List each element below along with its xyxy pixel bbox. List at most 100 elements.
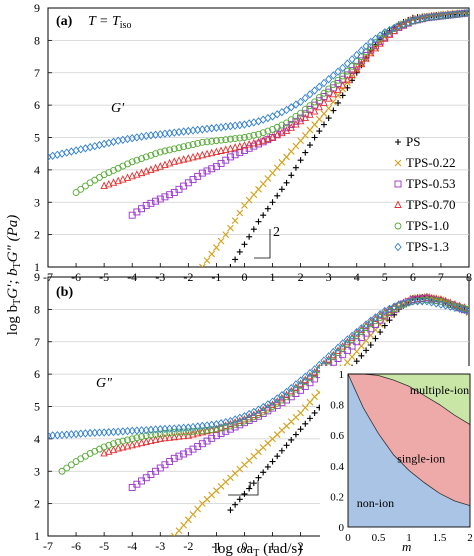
data-point: [147, 199, 155, 207]
data-point: [58, 467, 66, 475]
inset-y-tick-label: 0: [339, 522, 345, 534]
data-point: [367, 37, 375, 47]
data-point: [231, 143, 239, 151]
legend-marker: [394, 222, 402, 230]
data-point: [297, 137, 304, 145]
data-point: [212, 425, 220, 433]
data-point: [292, 383, 300, 391]
inset-x-tick-label: 0.5: [372, 532, 386, 544]
data-point: [226, 422, 234, 430]
data-point: [166, 191, 174, 199]
x-tick-label: -7: [43, 539, 53, 553]
data-point: [315, 102, 324, 111]
data-point: [367, 341, 374, 348]
legend-item-tps-0.22: TPS-0.22: [394, 155, 455, 170]
data-point: [358, 352, 365, 359]
data-point: [287, 383, 295, 393]
inset-region-label: non-ion: [357, 496, 394, 510]
legend-label: PS: [406, 134, 420, 149]
inset-y-tick-label: 0.6: [330, 430, 344, 442]
data-point: [152, 431, 160, 439]
data-point: [343, 75, 352, 84]
data-point: [236, 134, 244, 142]
data-point: [297, 97, 305, 107]
data-point: [292, 142, 300, 150]
data-point: [189, 427, 197, 435]
data-point: [297, 409, 304, 417]
data-point: [119, 443, 127, 451]
legend-marker: [395, 139, 401, 145]
data-point: [324, 355, 333, 363]
curve-label-gprime: G': [111, 101, 125, 116]
data-point: [179, 431, 188, 440]
data-point: [259, 129, 267, 137]
legend-item-tps-1.3: TPS-1.3: [394, 239, 449, 254]
data-point: [315, 94, 323, 102]
data-point: [296, 379, 305, 387]
data-point: [198, 150, 207, 159]
data-point: [329, 81, 337, 89]
data-point: [311, 121, 319, 128]
inset-x-tick-label: 2: [467, 532, 473, 544]
data-point: [282, 387, 291, 397]
data-point: [105, 179, 113, 188]
data-point: [236, 496, 243, 503]
data-point: [306, 142, 313, 149]
data-point: [371, 317, 379, 325]
data-point: [442, 301, 450, 310]
data-point: [151, 435, 160, 443]
data-point: [376, 31, 384, 40]
data-point: [329, 71, 337, 80]
data-point: [329, 89, 338, 98]
data-point: [324, 94, 333, 102]
inset-x-tick-label: 0: [345, 532, 351, 544]
data-point: [128, 435, 136, 443]
data-point: [175, 432, 183, 440]
legend-label: TPS-0.53: [406, 176, 455, 191]
data-point: [203, 426, 211, 434]
data-point: [217, 146, 225, 154]
data-point: [273, 130, 281, 139]
x-tick-label: 0: [241, 539, 247, 553]
data-point: [353, 65, 361, 73]
x-axis-label: log ωaT (rad/s): [214, 541, 302, 556]
y-tick-label: 4: [34, 432, 40, 446]
data-point: [301, 404, 309, 411]
data-point: [376, 34, 384, 42]
slope-label-b: 1: [247, 478, 253, 492]
legend-item-tps-1.0: TPS-1.0: [394, 218, 449, 233]
data-point: [175, 156, 183, 164]
data-point: [147, 151, 155, 159]
data-point: [165, 158, 174, 167]
y-tick-label: 5: [34, 400, 40, 414]
data-point: [339, 344, 347, 352]
data-point: [232, 256, 239, 263]
data-point: [264, 463, 271, 470]
data-point: [161, 193, 169, 201]
data-point: [343, 358, 351, 366]
data-point: [208, 250, 216, 258]
y-tick-label: 7: [34, 335, 40, 349]
data-point: [423, 297, 431, 306]
data-point: [105, 447, 113, 455]
y-tick-label: 3: [34, 195, 40, 209]
y-tick-label: 9: [34, 1, 40, 15]
data-point: [292, 431, 299, 438]
data-point: [227, 224, 234, 232]
inset-y-tick-label: 0.2: [330, 491, 344, 503]
data-point: [226, 135, 234, 143]
data-point: [278, 447, 285, 454]
x-tick-label: -5: [99, 539, 109, 553]
data-point: [138, 155, 146, 162]
data-point: [338, 342, 347, 350]
data-point: [124, 436, 131, 444]
data-point: [283, 179, 290, 186]
data-point: [245, 196, 253, 204]
data-point: [114, 438, 122, 446]
legend-item-tps-0.70: TPS-0.70: [394, 197, 455, 212]
data-point: [334, 76, 342, 84]
y-tick-label: 1: [34, 260, 40, 274]
data-point: [207, 148, 216, 157]
data-point: [264, 175, 272, 182]
